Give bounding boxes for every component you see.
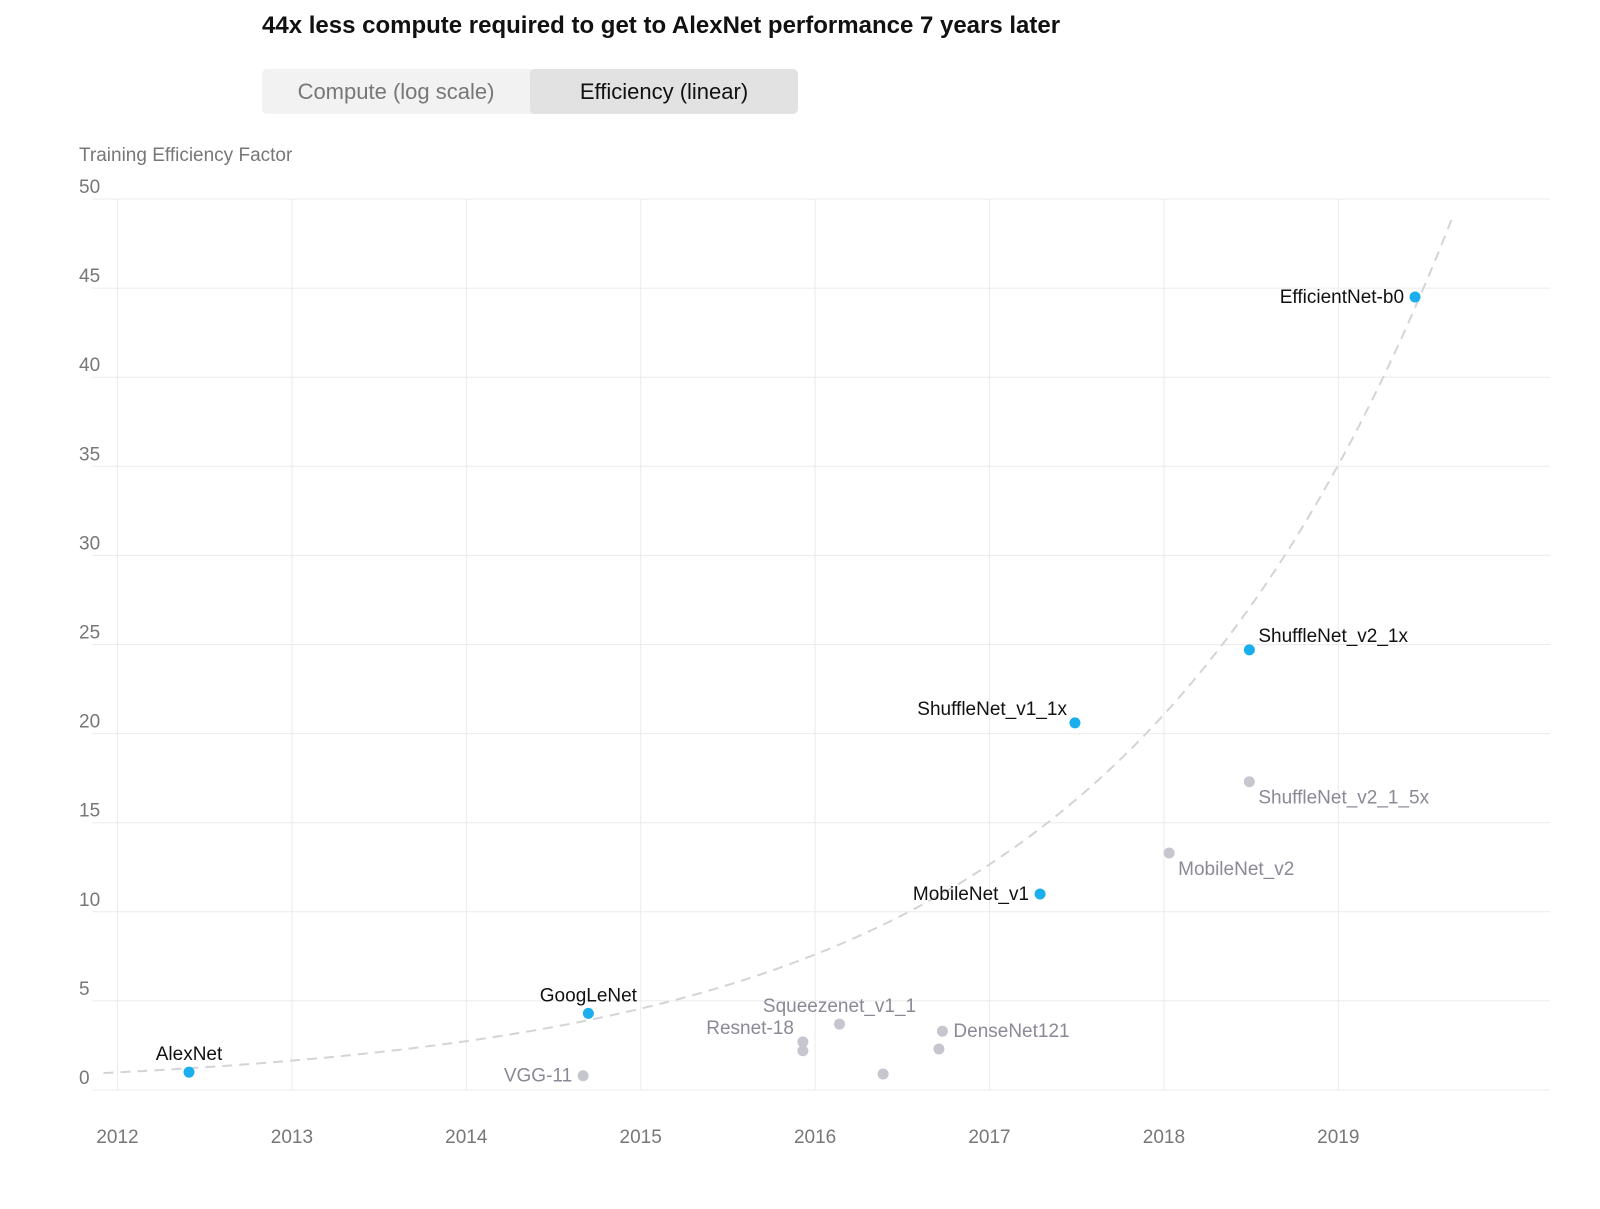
x-tick-label: 2013: [271, 1127, 313, 1148]
data-point-label: Squeezenet_v1_1: [763, 996, 916, 1017]
data-point-label: EfficientNet-b0: [1280, 287, 1404, 308]
y-tick-label: 0: [79, 1068, 90, 1089]
y-tick-label: 50: [79, 177, 100, 198]
data-point: [877, 1068, 889, 1080]
toggle-efficiency-linear[interactable]: Efficiency (linear): [530, 69, 798, 114]
x-tick-label: 2016: [794, 1127, 836, 1148]
data-point-label: GoogLeNet: [540, 985, 638, 1006]
data-point: [797, 1036, 809, 1048]
x-tick-label: 2017: [968, 1127, 1010, 1148]
y-tick-label: 25: [79, 623, 100, 644]
data-point: [933, 1043, 945, 1055]
y-tick-label: 30: [79, 533, 100, 554]
view-toggle: Compute (log scale) Efficiency (linear): [262, 69, 798, 114]
y-tick-label: 5: [79, 979, 90, 1000]
x-tick-label: 2014: [445, 1127, 488, 1148]
data-point-label: MobileNet_v2: [1178, 859, 1294, 880]
data-point: [936, 1025, 948, 1037]
y-axis-title: Training Efficiency Factor: [79, 145, 293, 166]
data-point: [834, 1018, 846, 1030]
data-point-label: Resnet-18: [706, 1018, 794, 1039]
data-point: [1243, 776, 1255, 788]
data-point: [1409, 291, 1421, 303]
chart-title: 44x less compute required to get to Alex…: [262, 12, 1061, 39]
trend-line: [103, 214, 1455, 1075]
data-point-label: AlexNet: [156, 1044, 223, 1065]
data-point: [1034, 888, 1046, 900]
data-point: [1069, 717, 1081, 729]
y-tick-label: 10: [79, 890, 100, 911]
x-tick-label: 2015: [620, 1127, 662, 1148]
data-point: [582, 1007, 594, 1019]
y-tick-label: 20: [79, 712, 100, 733]
data-point-label: DenseNet121: [953, 1021, 1069, 1042]
y-tick-label: 15: [79, 801, 100, 822]
data-point-label: ShuffleNet_v1_1x: [917, 699, 1067, 720]
data-point-label: ShuffleNet_v2_1x: [1258, 626, 1408, 647]
x-tick-label: 2018: [1143, 1127, 1185, 1148]
y-tick-label: 45: [79, 266, 100, 287]
data-point: [577, 1070, 589, 1082]
toggle-compute-log-scale[interactable]: Compute (log scale): [262, 69, 530, 114]
data-point-label: MobileNet_v1: [913, 884, 1029, 905]
y-tick-label: 40: [79, 355, 100, 376]
data-point: [797, 1045, 809, 1057]
data-point: [183, 1066, 195, 1078]
x-tick-label: 2019: [1317, 1127, 1359, 1148]
y-tick-label: 35: [79, 444, 100, 465]
data-point: [1243, 644, 1255, 656]
data-point: [1163, 847, 1175, 859]
data-point-label: ShuffleNet_v2_1_5x: [1258, 788, 1429, 809]
data-point-label: VGG-11: [504, 1066, 572, 1087]
x-tick-label: 2012: [96, 1127, 138, 1148]
